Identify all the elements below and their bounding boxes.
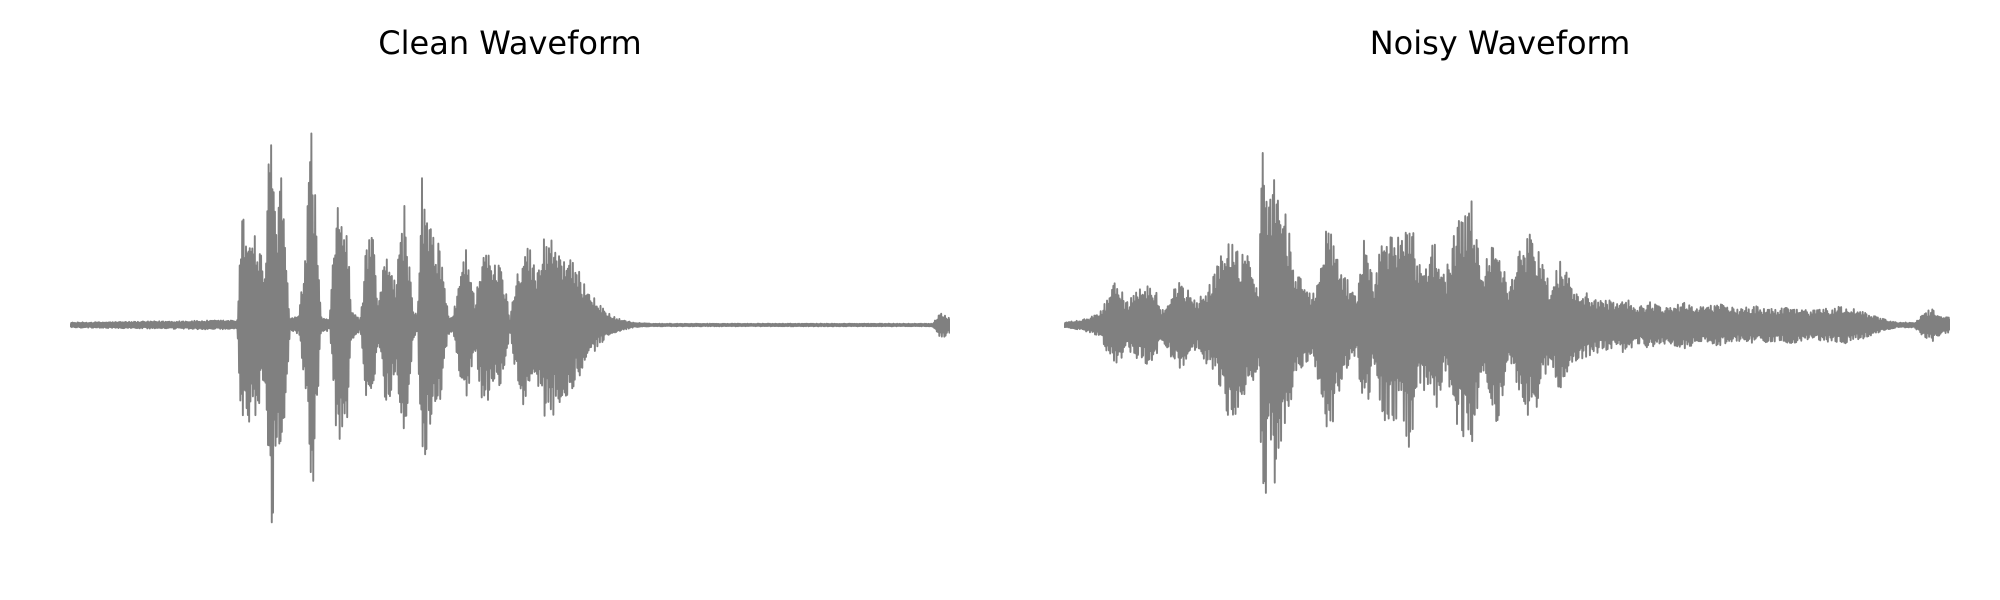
chart-title: Noisy Waveform <box>1369 24 1631 62</box>
noisy-waveform-panel: Noisy Waveform <box>1000 0 2000 600</box>
noisy-waveform-plot <box>1064 90 1950 560</box>
waveform-line <box>1064 152 1950 494</box>
chart-title: Clean Waveform <box>378 24 642 62</box>
clean-waveform-plot <box>70 90 950 560</box>
clean-waveform-panel: Clean Waveform <box>70 24 950 560</box>
waveform-line <box>70 132 950 524</box>
clean-waveform-svg <box>70 132 950 524</box>
noisy-waveform-svg <box>1064 152 1950 494</box>
